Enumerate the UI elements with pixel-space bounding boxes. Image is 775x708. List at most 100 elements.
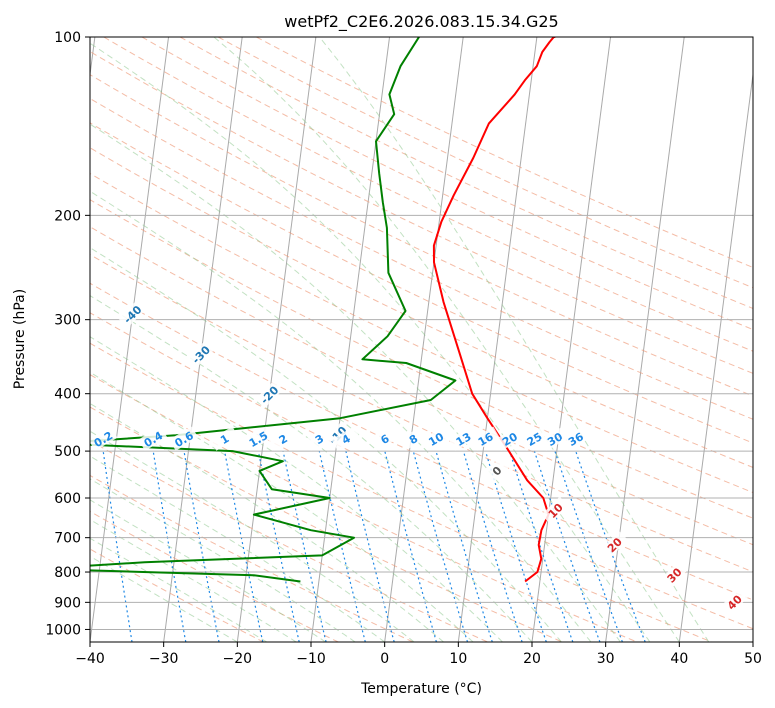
mixing-ratio-label-group: 2 (268, 426, 298, 451)
mixing-ratio-label-bg (421, 426, 451, 451)
moist-adiabat (319, 37, 710, 642)
mixing-ratio-line (484, 450, 547, 642)
y-tick-label: 600 (54, 491, 81, 507)
y-tick-label: 900 (54, 595, 81, 611)
isotherm-line (90, 37, 170, 642)
dry-adiabat (90, 254, 753, 573)
mixing-ratio-line (183, 450, 220, 642)
moist-adiabat (90, 295, 533, 642)
dry-adiabat (103, 37, 753, 352)
moist-adiabat-label-bg (541, 496, 569, 525)
x-tick-label: −10 (296, 651, 326, 667)
moist-adiabat-label-bg (600, 530, 629, 559)
mixing-ratio-line (554, 450, 623, 642)
moist-adiabat (90, 537, 268, 642)
y-tick-label: 200 (54, 208, 81, 224)
dry-adiabat (90, 374, 638, 642)
mixing-ratio-label-bg (448, 426, 478, 451)
moist-adiabat (90, 336, 503, 642)
background-lines (90, 37, 753, 642)
mixing-ratio-line (318, 450, 366, 642)
mixing-ratio-label-bg (304, 426, 334, 451)
moist-adiabat (90, 555, 238, 642)
x-tick-label: 0 (380, 651, 389, 667)
dry-adiabat (90, 342, 712, 642)
isotherm-label-bg (118, 300, 146, 328)
mixing-ratio-label-bg (370, 426, 400, 451)
isotherm-line (163, 37, 243, 642)
mixing-ratio-line (257, 450, 300, 642)
moist-adiabat-label-group: 0 (482, 456, 511, 485)
mixing-ratio-label-bg (398, 426, 428, 451)
mixing-ratio-line (224, 450, 264, 642)
mixing-ratio-label-group: 3 (304, 426, 334, 451)
mixing-ratio-line (412, 450, 469, 642)
moist-adiabat (90, 478, 356, 642)
dry-adiabat (90, 97, 753, 420)
dry-adiabat (90, 74, 753, 397)
dry-adiabat (90, 122, 753, 444)
mixing-ratio-label-bg (169, 426, 199, 451)
y-tick-label: 1000 (45, 622, 81, 638)
dry-adiabat (90, 440, 488, 642)
mixing-ratio-label-bg (540, 426, 570, 451)
moist-adiabat (90, 123, 621, 642)
moist-adiabat (90, 402, 444, 642)
dewpoint-line (90, 37, 457, 583)
isotherm-line (236, 37, 317, 642)
x-tick-label: 30 (597, 651, 615, 667)
y-tick-label: 300 (54, 313, 81, 329)
isotherm-line (678, 70, 753, 642)
dry-adiabat (256, 37, 753, 269)
dry-adiabat (141, 37, 753, 331)
isotherm-line (384, 37, 464, 642)
moist-adiabat (90, 518, 297, 642)
axes: −40 −30 −20 −10 0 10 20 30 40 5010020030040050060… (45, 30, 762, 667)
x-tick-label: 40 (670, 651, 688, 667)
mixing-ratio-label-bg (268, 426, 298, 451)
x-tick-label: 20 (523, 651, 541, 667)
y-axis-label: Pressure (hPa) (12, 289, 28, 389)
moist-adiabat-label-bg (660, 561, 688, 589)
moist-adiabat (90, 371, 474, 642)
moist-adiabat (90, 42, 651, 642)
mixing-ratio-line (509, 450, 574, 642)
isotherm-line (310, 37, 391, 642)
dry-adiabat (90, 147, 753, 468)
mixing-ratio-label-bg (138, 426, 168, 451)
isotherm-label-bg (186, 340, 215, 369)
mixing-ratio-label-bg (243, 426, 273, 451)
moist-adiabat (213, 37, 680, 642)
mixing-ratio-label-bg (494, 426, 524, 451)
x-tick-label: −30 (149, 651, 179, 667)
isotherm-label-bg (255, 380, 283, 409)
dry-adiabat (217, 37, 753, 289)
mixing-ratio-label-group: 8 (398, 426, 428, 451)
mixing-ratio-label-bg (331, 426, 361, 451)
moist-adiabat-label-bg (482, 456, 511, 485)
x-tick-label: 10 (449, 651, 467, 667)
mixing-ratio-line (384, 450, 437, 642)
x-tick-label: 50 (744, 651, 762, 667)
pressure-grid (90, 37, 753, 630)
y-tick-label: 400 (54, 387, 81, 403)
mixing-ratio-label-bg (90, 426, 118, 451)
mixing-ratio-label-bg (209, 426, 239, 451)
dry-adiabat (90, 50, 753, 374)
mixing-ratio-line (282, 450, 327, 642)
plot-frame (89, 36, 754, 643)
moist-adiabat (90, 430, 415, 642)
chart-title: wetPf2_C2E6.2026.083.15.34.G25 (284, 12, 558, 32)
moist-adiabat (90, 247, 562, 642)
mixing-ratio-line (533, 450, 601, 642)
profile-lines (90, 37, 556, 583)
mixing-ratio-label-group: 4 (331, 426, 361, 451)
mixing-ratio-label-group: 6 (370, 426, 400, 451)
dry-adiabat (90, 312, 753, 630)
x-tick-label: −20 (223, 651, 253, 667)
dry-adiabat (90, 172, 753, 494)
mixing-ratio-line (462, 450, 523, 642)
mixing-ratio-label-bg (519, 426, 549, 451)
